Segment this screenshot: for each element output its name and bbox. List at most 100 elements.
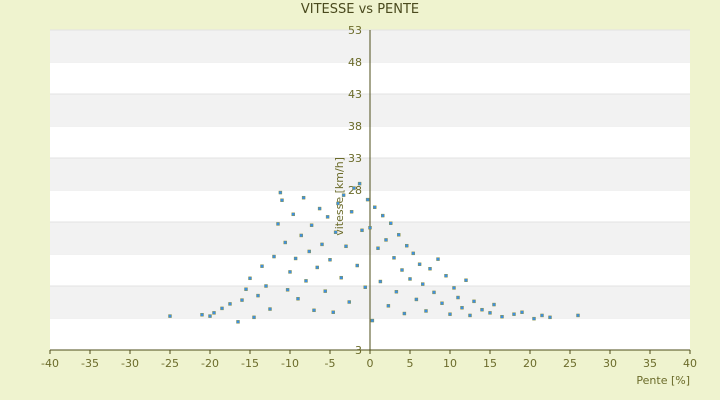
scatter-point — [440, 301, 444, 305]
scatter-point — [293, 256, 298, 261]
scatter-point — [280, 198, 284, 202]
scatter-point — [378, 279, 383, 284]
scatter-point — [370, 318, 375, 323]
y-tick-label: 28 — [348, 184, 362, 197]
scatter-point — [339, 275, 343, 280]
x-tick-label: -35 — [81, 357, 99, 370]
y-tick-label: 53 — [348, 24, 362, 37]
scatter-point — [272, 254, 276, 259]
scatter-point — [333, 230, 338, 234]
x-tick-label: 20 — [523, 357, 537, 370]
scatter-point — [260, 264, 264, 268]
scatter-point — [444, 274, 448, 278]
x-tick-label: -10 — [281, 357, 299, 370]
scatter-point — [285, 288, 290, 292]
y-tick-label: 33 — [348, 152, 362, 165]
scatter-point — [341, 193, 346, 197]
scatter-point — [299, 233, 303, 238]
scatter-point — [405, 243, 409, 248]
scatter-point — [236, 320, 240, 324]
scatter-point — [212, 311, 216, 315]
scatter-point — [394, 290, 399, 294]
x-tick-label: 35 — [643, 357, 657, 370]
scatter-point — [512, 312, 516, 316]
scatter-point — [296, 297, 300, 301]
scatter-point — [414, 297, 419, 302]
y-tick-label: 48 — [348, 56, 362, 69]
scatter-point — [365, 197, 370, 202]
scatter-point — [325, 215, 330, 219]
scatter-point — [264, 284, 268, 288]
scatter-point — [376, 246, 380, 250]
scatter-point — [540, 313, 544, 318]
scatter-point — [252, 315, 256, 320]
scatter-point — [283, 240, 287, 245]
chart-title: VITESSE vs PENTE — [300, 2, 420, 17]
scatter-point — [355, 263, 359, 268]
scatter-point — [373, 205, 377, 209]
scatter-point — [436, 257, 440, 261]
scatter-point — [323, 289, 327, 293]
scatter-point — [548, 315, 552, 320]
scatter-point — [397, 233, 401, 237]
scatter-point — [291, 212, 295, 217]
scatter-point — [168, 314, 172, 318]
scatter-point — [468, 313, 472, 318]
scatter-point — [301, 195, 306, 200]
scatter-point — [456, 295, 460, 300]
scatter-point — [408, 277, 412, 281]
x-tick-label: -5 — [325, 357, 336, 370]
scatter-point — [320, 242, 324, 247]
x-tick-label: 30 — [603, 357, 617, 370]
scatter-point — [417, 262, 422, 266]
scatter-point — [386, 304, 391, 308]
scatter-point — [240, 298, 244, 302]
x-axis-title: Pente [%] — [636, 374, 690, 387]
scatter-point — [363, 285, 367, 289]
x-tick-label: -25 — [161, 357, 179, 370]
scatter-point — [344, 244, 348, 249]
scatter-point — [452, 286, 456, 290]
scatter-point — [368, 226, 372, 230]
scatter-point — [312, 308, 316, 313]
scatter-point — [276, 222, 280, 226]
x-tick-label: 25 — [563, 357, 577, 370]
scatter-point — [424, 309, 428, 313]
x-tick-label: -20 — [201, 357, 219, 370]
scatter-point — [352, 186, 356, 190]
scatter-point — [248, 276, 252, 281]
y-tick-label: 3 — [355, 344, 362, 357]
scatter-point — [520, 310, 524, 314]
scatter-point — [244, 287, 248, 291]
scatter-point — [200, 313, 204, 317]
scatter-point — [411, 251, 415, 256]
scatter-point — [349, 210, 354, 214]
scatter-point — [492, 302, 496, 307]
x-tick-label: -30 — [121, 357, 139, 370]
y-tick-label: 43 — [348, 88, 362, 101]
scatter-point — [307, 249, 311, 254]
scatter-point — [317, 206, 322, 211]
scatter-point — [315, 265, 319, 270]
scatter-point — [576, 313, 580, 318]
scatter-point — [228, 302, 232, 306]
x-tick-label: 40 — [683, 357, 697, 370]
scatter-point — [360, 228, 364, 233]
scatter-point — [472, 299, 476, 304]
scatter-point — [488, 311, 492, 315]
x-tick-label: 0 — [367, 357, 374, 370]
scatter-point — [500, 315, 504, 319]
scatter-point — [336, 201, 340, 206]
scatter-point — [448, 312, 452, 316]
scatter-point — [421, 282, 425, 286]
scatter-point — [402, 311, 407, 316]
scatter-point — [220, 306, 224, 311]
scatter-point — [389, 221, 393, 225]
scatter-point — [464, 278, 468, 282]
x-tick-label: -40 — [41, 357, 59, 370]
scatter-point — [532, 316, 536, 321]
scatter-point — [480, 307, 484, 312]
x-tick-label: 15 — [483, 357, 497, 370]
scatter-point — [331, 310, 335, 314]
